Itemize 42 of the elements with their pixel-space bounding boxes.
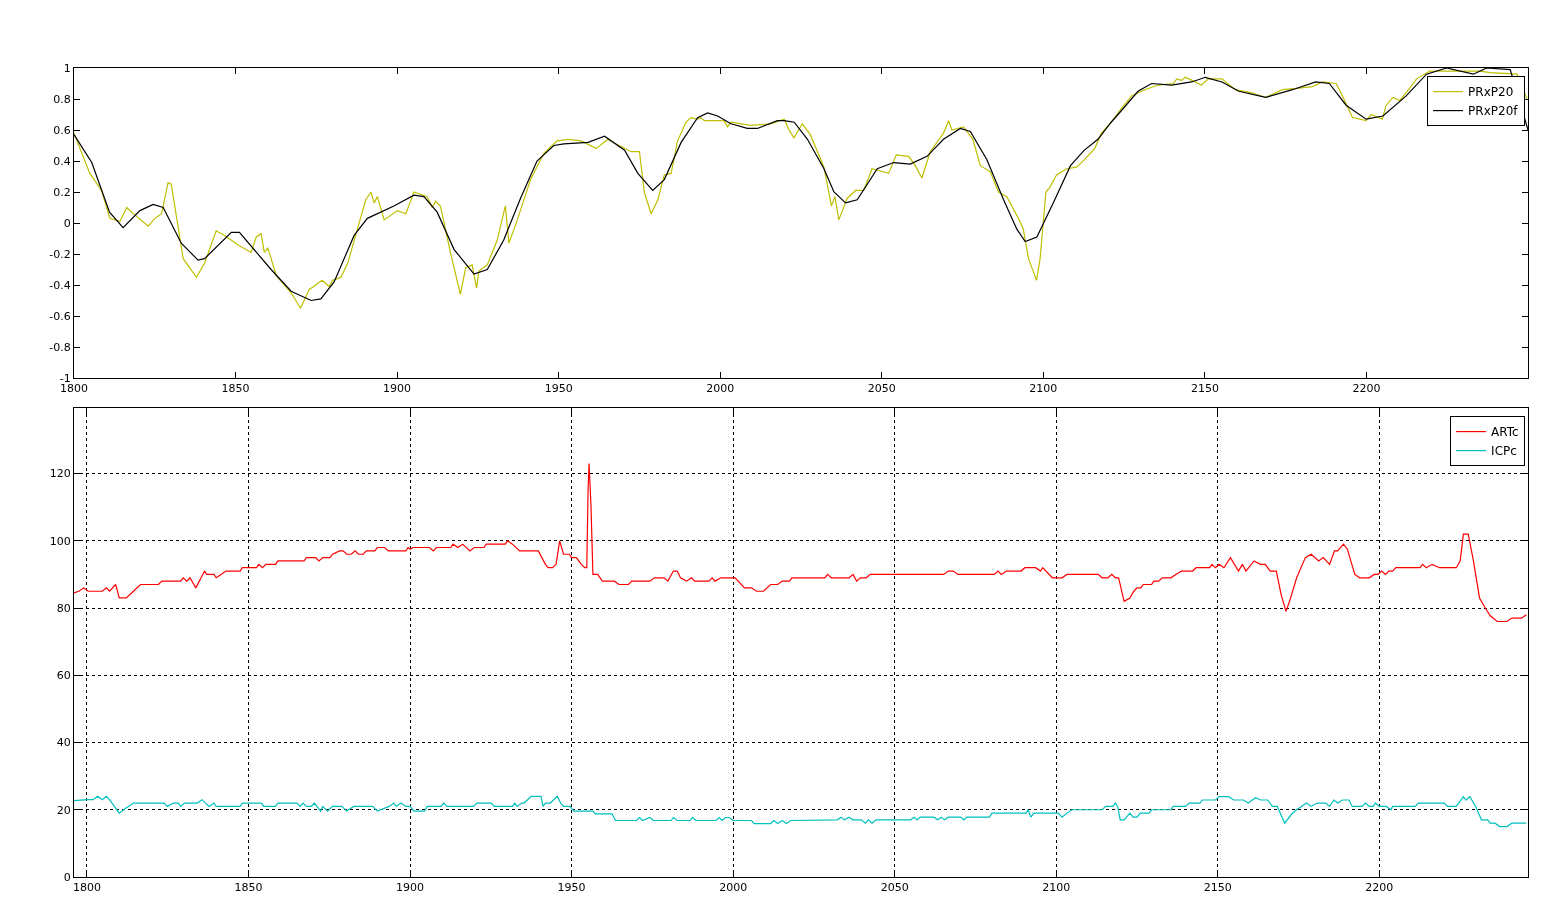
x-tick-label: 2100	[1042, 881, 1071, 895]
x-tick-label: 1900	[396, 881, 425, 895]
y-tick-label: 1	[63, 61, 71, 75]
x-tick-label: 1900	[383, 382, 412, 396]
y-tick-label: -0.8	[49, 340, 71, 354]
line-series	[74, 462, 1527, 623]
x-tick-label: 2200	[1365, 881, 1394, 895]
y-tick-label: 0.6	[53, 123, 71, 137]
y-tick-label: 0.8	[53, 92, 71, 106]
y-tick-label: 120	[49, 467, 71, 481]
x-tick-label: 2000	[719, 881, 748, 895]
x-tick-label: 2000	[706, 382, 735, 396]
legend-label: PRxP20f	[1468, 104, 1519, 119]
x-tick-label: 1950	[557, 881, 586, 895]
y-tick-label: 0	[63, 870, 71, 884]
line-series	[74, 795, 1527, 828]
x-tick-label: 1850	[234, 881, 263, 895]
x-tick-label: 2150	[1203, 881, 1232, 895]
x-tick-label: 1850	[221, 382, 250, 396]
y-tick-label: -0.6	[49, 309, 71, 323]
y-tick-label: 40	[56, 736, 71, 750]
y-tick-label: -1	[59, 371, 71, 385]
x-tick-label: 2200	[1352, 382, 1381, 396]
y-tick-label: 20	[56, 803, 71, 817]
y-tick-label: 0.2	[53, 185, 71, 199]
y-tick-label: -0.4	[49, 278, 71, 292]
y-tick-label: 80	[56, 601, 71, 615]
y-tick-label: 60	[56, 669, 71, 683]
x-tick-label: 1950	[544, 382, 573, 396]
legend-label: ARTc	[1491, 425, 1519, 440]
y-tick-label: 0	[63, 216, 71, 230]
x-tick-label: 2150	[1190, 382, 1219, 396]
y-tick-label: 0.4	[53, 154, 71, 168]
x-tick-label: 1800	[72, 881, 101, 895]
x-tick-label: 2050	[867, 382, 896, 396]
legend-label: ICPc	[1491, 444, 1517, 459]
y-tick-label: -0.2	[49, 247, 71, 261]
x-tick-label: 2050	[880, 881, 909, 895]
legend-label: PRxP20	[1468, 85, 1514, 100]
x-tick-label: 1800	[60, 382, 88, 396]
x-tick-label: 2100	[1029, 382, 1058, 396]
y-tick-label: 100	[49, 534, 71, 548]
